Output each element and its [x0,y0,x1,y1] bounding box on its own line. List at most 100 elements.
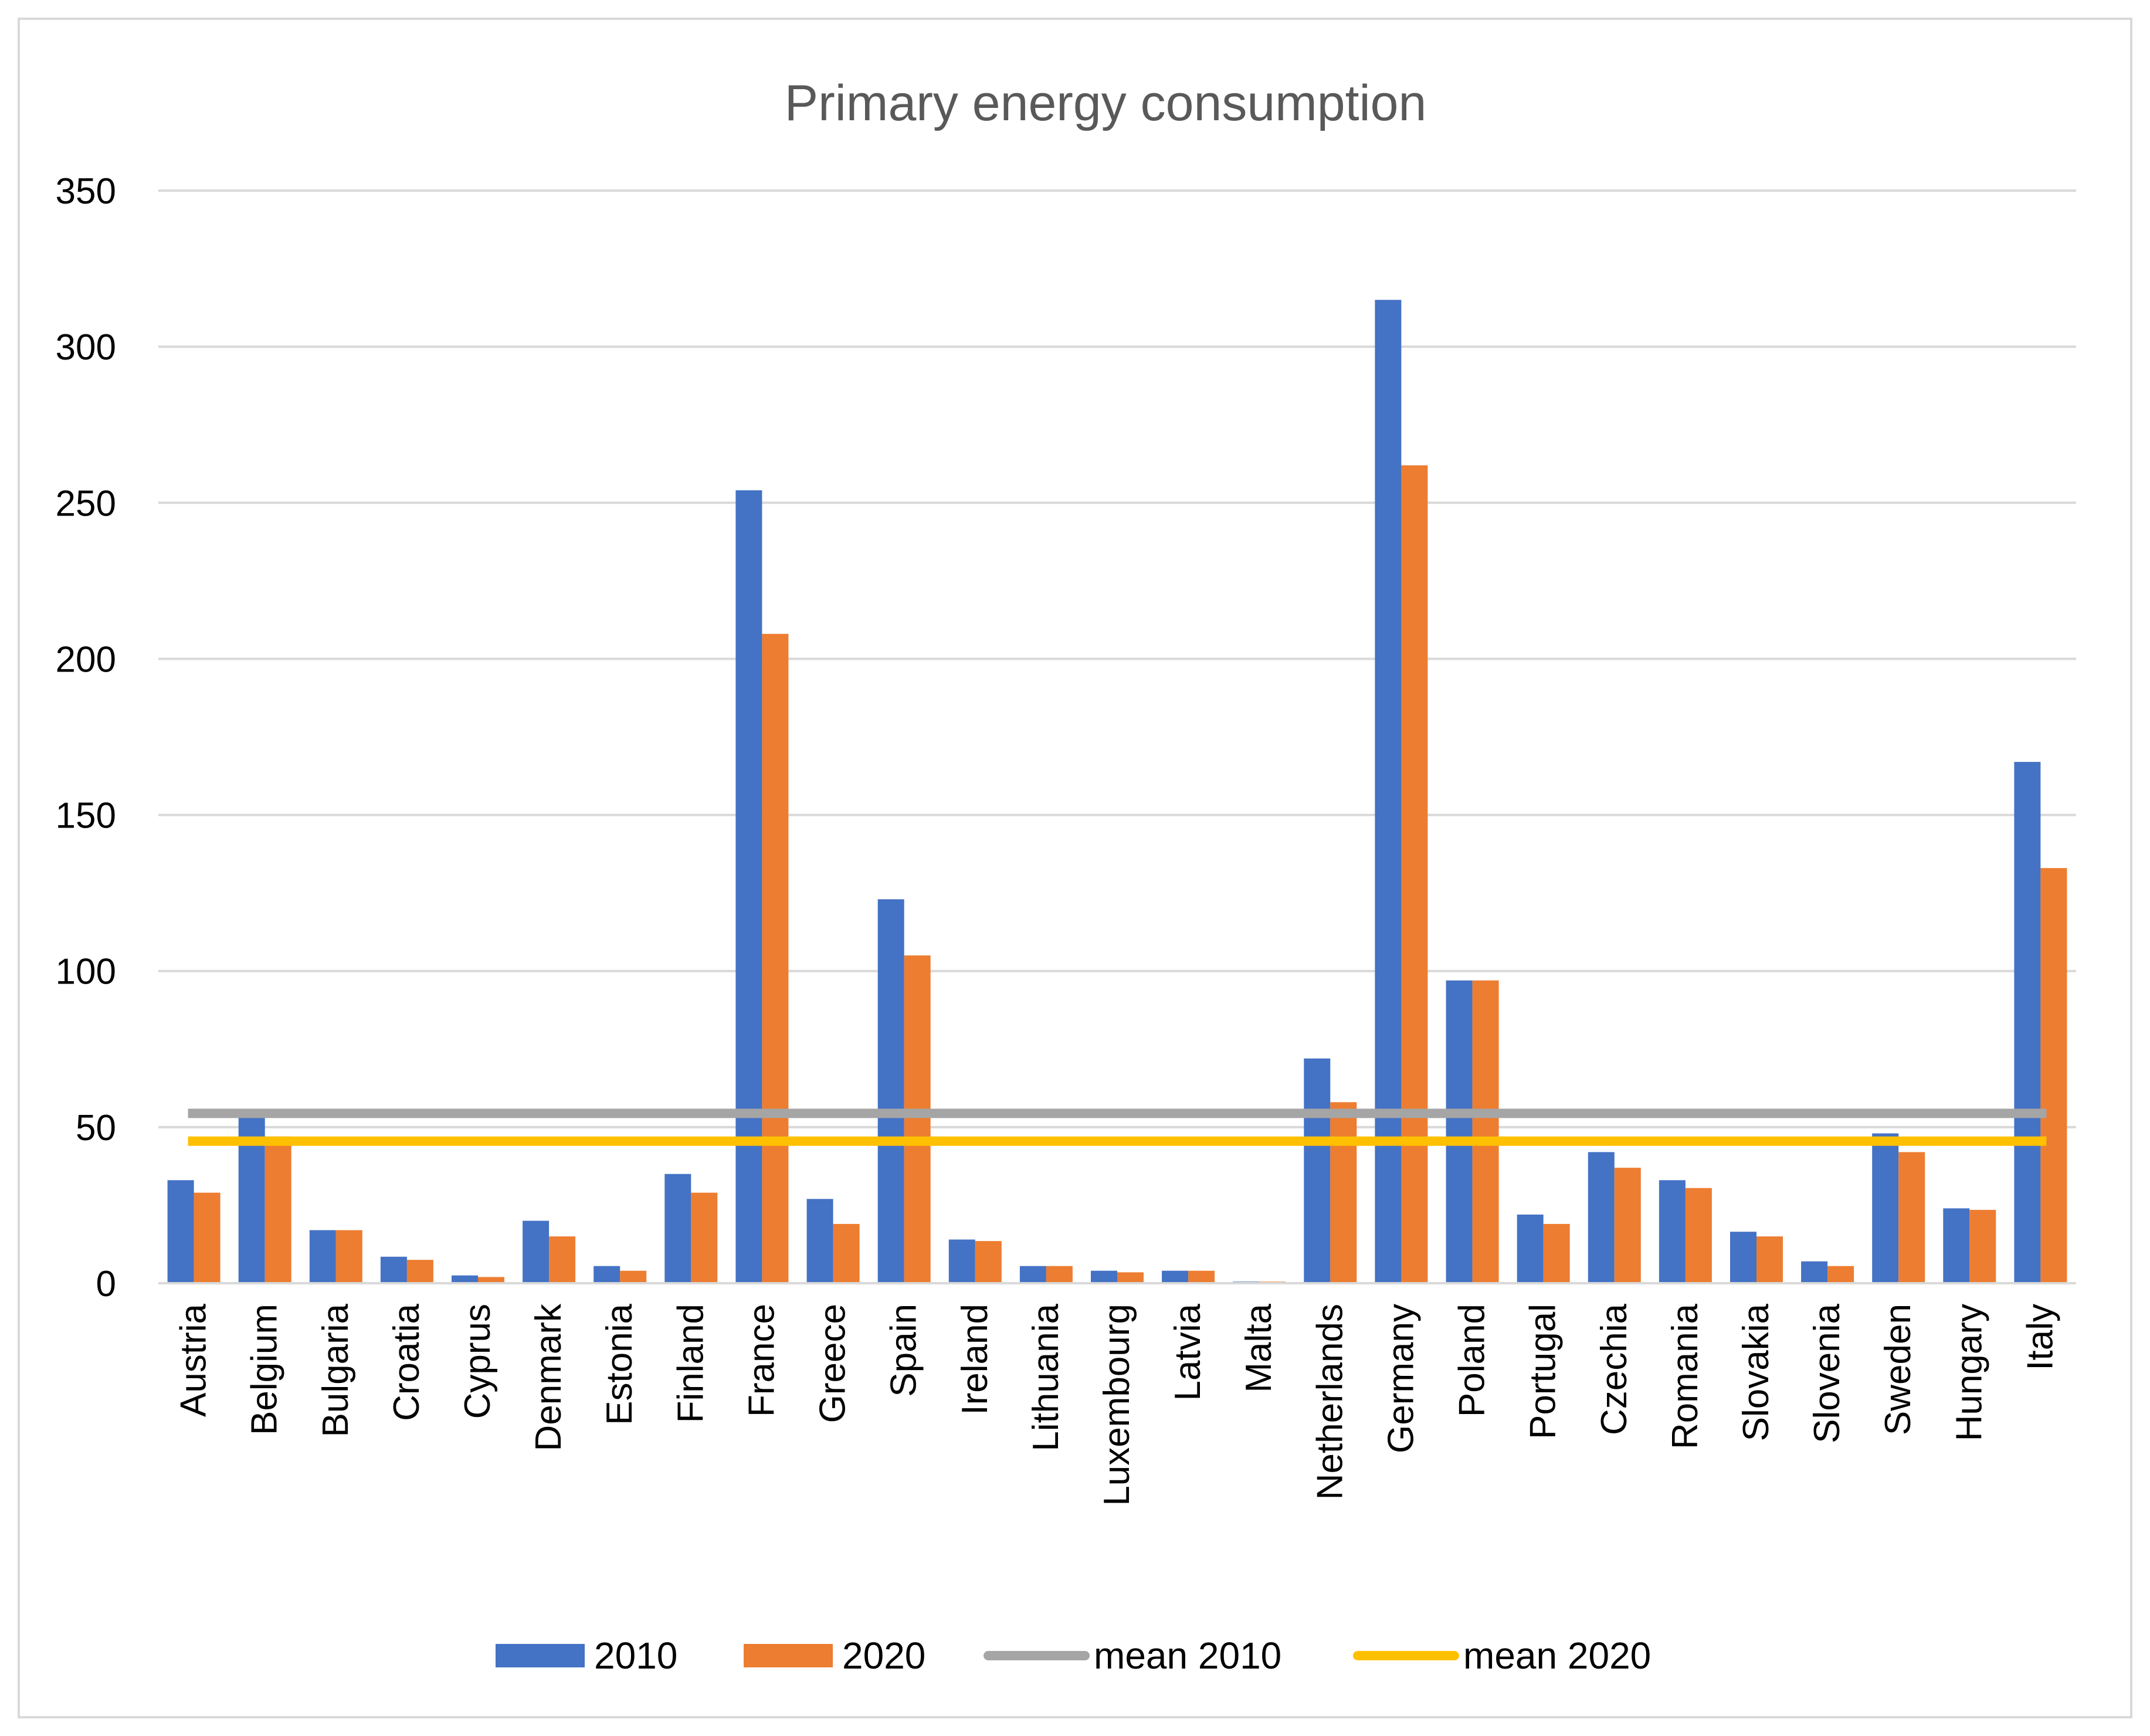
legend-label-2020: 2020 [842,1635,925,1677]
category-label: Denmark [528,1303,569,1452]
bar-2020-austria [194,1192,221,1283]
bar-2020-luxembourg [1117,1272,1144,1283]
bar-2010-czechia [1588,1152,1615,1283]
bar-2010-ireland [948,1239,975,1283]
category-labels: Austria Belgium Bulgaria Croatia Cyprus Denma… [174,1303,2061,1506]
bar-2010-hungary [1943,1208,1970,1283]
category-label: Czechia [1594,1303,1634,1435]
category-label: Estonia [599,1303,640,1425]
bar-2010-finland [664,1174,691,1283]
bar-2020-finland [691,1192,718,1283]
bar-2010-romania [1659,1180,1686,1283]
chart-title: Primary energy consumption [785,75,1427,131]
bar-2010-austria [167,1180,194,1283]
category-label: Spain [884,1304,924,1397]
bar-2020-germany [1401,465,1428,1283]
category-label: France [741,1304,782,1417]
bar-2010-poland [1446,980,1473,1283]
category-label: Malta [1239,1303,1279,1392]
category-label: Greece [813,1304,853,1423]
bar-2020-belgium [264,1136,291,1283]
bar-2020-netherlands [1330,1102,1357,1283]
category-label: Cyprus [457,1304,498,1419]
category-label: Poland [1452,1304,1493,1417]
bar-2010-spain [877,899,904,1283]
bar-2020-cyprus [478,1277,504,1283]
category-label: Romania [1665,1303,1705,1449]
bar-2010-sweden [1872,1133,1899,1283]
bar-2020-bulgaria [335,1230,362,1283]
bar-2010-greece [806,1199,833,1283]
category-label: Latvia [1168,1303,1208,1401]
bar-2010-slovenia [1801,1261,1828,1283]
category-label: Sweden [1878,1304,1918,1435]
legend-label-2010: 2010 [594,1635,677,1677]
mean-lines [188,1108,2047,1146]
category-label: Croatia [386,1303,427,1420]
bar-2020-romania [1685,1188,1712,1283]
category-label: Portugal [1523,1304,1564,1439]
bar-2020-italy [2040,868,2067,1283]
bar-2020-ireland [975,1241,1002,1283]
bar-2010-latvia [1162,1270,1189,1283]
category-label: Luxembourg [1097,1304,1137,1506]
bar-2020-denmark [549,1236,576,1283]
y-tick-label: 200 [56,639,116,680]
bar-2020-hungary [1969,1209,1996,1283]
y-tick-label: 50 [76,1108,116,1148]
category-label: Lithuania [1026,1303,1066,1451]
bar-2020-poland [1472,980,1499,1283]
bar-2020-greece [833,1223,860,1283]
y-tick-label: 350 [56,171,116,212]
category-label: Austria [174,1303,214,1416]
chart-frame [18,18,2132,1718]
bar-2010-netherlands [1304,1058,1331,1283]
legend-label-mean-2020: mean 2020 [1463,1635,1651,1677]
bar-2020-france [762,633,789,1283]
category-label: Slovenia [1807,1303,1847,1443]
bar-2010-germany [1375,300,1402,1283]
category-label: Ireland [955,1304,995,1415]
category-label: Slovakia [1736,1303,1776,1441]
bar-2020-estonia [620,1270,647,1283]
category-label: Bulgaria [316,1303,356,1437]
y-axis-ticks: 0 50 100 150 200 250 300 350 [56,171,116,1304]
bar-2020-sweden [1898,1152,1925,1283]
bar-2020-czechia [1614,1168,1641,1283]
bar-2020-spain [904,955,931,1283]
legend-label-mean-2010: mean 2010 [1094,1635,1281,1677]
bar-2010-slovakia [1730,1232,1756,1283]
y-tick-label: 100 [56,952,116,992]
bar-2010-denmark [523,1220,550,1283]
category-label: Italy [2020,1304,2060,1371]
bar-2020-croatia [406,1260,433,1283]
bar-2020-slovakia [1756,1236,1783,1283]
bars [167,300,2067,1283]
bar-2010-luxembourg [1091,1270,1117,1283]
legend-swatch-2010 [496,1644,585,1667]
bar-2010-lithuania [1019,1266,1046,1283]
category-label: Belgium [245,1304,285,1435]
bar-2020-lithuania [1046,1266,1073,1283]
bar-2010-portugal [1517,1214,1544,1283]
bar-2010-estonia [594,1266,620,1283]
category-label: Netherlands [1310,1304,1350,1500]
bar-2010-italy [2014,762,2041,1283]
bar-2020-portugal [1543,1223,1570,1283]
category-label: Germany [1381,1304,1421,1453]
bar-2010-france [735,490,762,1283]
category-label: Finland [670,1304,711,1423]
bar-2020-latvia [1188,1270,1215,1283]
legend-swatch-2020 [744,1644,833,1667]
y-tick-label: 150 [56,796,116,836]
y-tick-label: 0 [96,1264,116,1304]
bar-2010-bulgaria [309,1230,336,1283]
bar-2010-cyprus [452,1275,478,1283]
gridlines [158,189,2076,1128]
y-tick-label: 250 [56,483,116,524]
category-label: Hungary [1949,1304,1989,1441]
bar-2020-slovenia [1827,1266,1854,1283]
bar-2010-croatia [380,1256,407,1283]
legend: 2010 2020 mean 2010 mean 2020 [496,1635,1651,1677]
